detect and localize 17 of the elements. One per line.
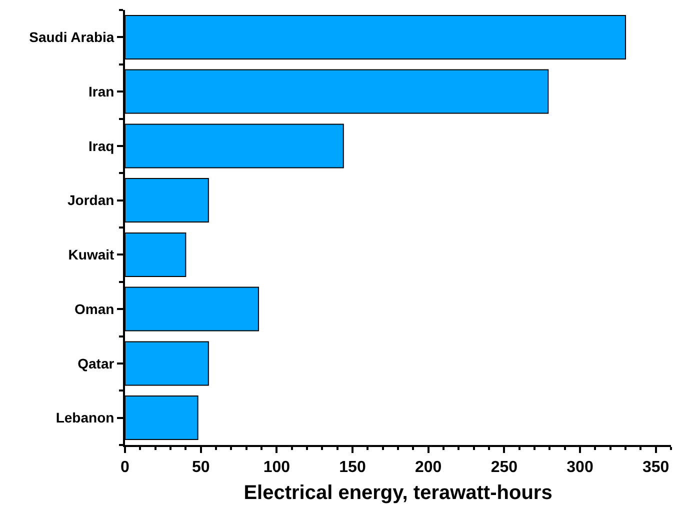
x-tick-label: 250 xyxy=(490,459,518,476)
x-tick-label: 350 xyxy=(642,459,670,476)
y-tick-label: Iraq xyxy=(88,138,114,154)
x-tick-label: 300 xyxy=(566,459,594,476)
y-tick-label: Saudi Arabia xyxy=(29,29,114,46)
x-tick-label: 50 xyxy=(192,459,210,476)
y-tick-label: Kuwait xyxy=(68,246,115,263)
x-tick-label: 200 xyxy=(414,459,442,476)
y-tick-label: Iran xyxy=(88,83,114,100)
y-tick-label: Lebanon xyxy=(56,410,114,426)
y-tick-label: Jordan xyxy=(68,192,114,208)
x-tick-label: 150 xyxy=(339,459,366,476)
y-tick-label: Oman xyxy=(74,300,114,317)
x-tick-label: 0 xyxy=(120,459,130,476)
x-tick-label: 100 xyxy=(263,459,290,476)
x-axis-title: Electrical energy, terawatt-hours xyxy=(244,482,552,504)
y-tick-label: Qatar xyxy=(78,355,115,372)
